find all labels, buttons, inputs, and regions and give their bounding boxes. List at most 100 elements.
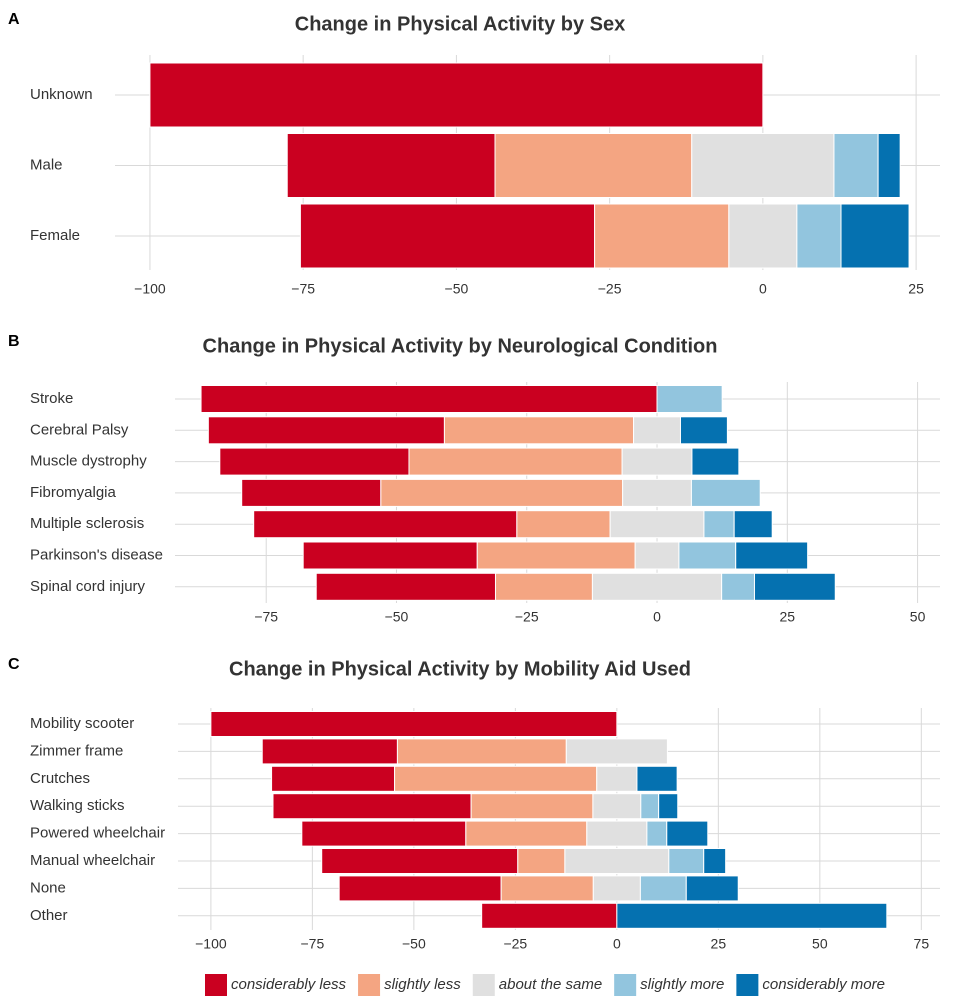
bar-segment: [321, 848, 519, 874]
bar-segment: [516, 510, 611, 539]
bar-segment: [517, 848, 566, 874]
bar-segment: [394, 765, 598, 792]
bar-segment: [840, 203, 910, 269]
bar-segment: [494, 133, 693, 198]
x-tick-label: 0: [613, 936, 621, 952]
x-tick-label: 25: [908, 281, 924, 297]
bar-segment: [565, 738, 668, 765]
bar-segment: [272, 793, 472, 820]
category-label: Stroke: [30, 390, 73, 407]
category-label: Male: [30, 156, 63, 173]
panel-letter: B: [8, 333, 20, 350]
bar-segment: [470, 793, 594, 820]
bar-segment: [728, 203, 798, 269]
bar-segment: [271, 765, 396, 792]
bar-segment: [465, 820, 588, 847]
bar-segment: [656, 385, 723, 413]
category-label: Multiple sclerosis: [30, 515, 144, 532]
bar-segment: [640, 793, 660, 820]
bar-segment: [500, 875, 594, 902]
bar-segment: [703, 848, 727, 874]
bar-segment: [658, 793, 679, 820]
bar-segment: [691, 133, 835, 198]
x-tick-label: −50: [385, 609, 409, 625]
bar-segment: [443, 416, 635, 445]
bar-segment: [735, 541, 809, 570]
category-label: Manual wheelchair: [30, 852, 155, 869]
category-label: Unknown: [30, 86, 93, 103]
bar-segment: [690, 478, 761, 507]
bar-segment: [396, 738, 567, 765]
category-label: Parkinson's disease: [30, 546, 163, 563]
category-label: None: [30, 879, 66, 896]
x-tick-label: 25: [780, 609, 796, 625]
x-tick-label: −25: [503, 936, 527, 952]
bar-segment: [621, 447, 693, 476]
x-tick-label: −75: [291, 281, 315, 297]
chart-title: Change in Physical Activity by Sex: [295, 13, 626, 35]
category-label: Cerebral Palsy: [30, 421, 129, 438]
bar-segment: [646, 820, 668, 847]
bar-segment: [877, 133, 901, 198]
chart-title: Change in Physical Activity by Neurologi…: [203, 335, 718, 357]
bar-segment: [596, 765, 638, 792]
bar-segment: [315, 572, 496, 601]
bar-segment: [633, 416, 681, 445]
x-tick-label: 0: [759, 281, 767, 297]
x-tick-label: 50: [910, 609, 926, 625]
x-tick-label: −25: [515, 609, 539, 625]
legend-label: about the same: [499, 976, 602, 993]
bar-segment: [668, 848, 705, 874]
x-tick-label: −50: [445, 281, 469, 297]
legend-swatch: [472, 974, 495, 996]
bar-segment: [149, 62, 764, 128]
x-tick-label: −100: [134, 281, 166, 297]
category-label: Fibromyalgia: [30, 484, 117, 501]
category-label: Powered wheelchair: [30, 825, 165, 842]
bar-segment: [591, 572, 723, 601]
bar-segment: [592, 793, 642, 820]
legend-label: considerably more: [762, 976, 885, 993]
bar-segment: [833, 133, 879, 198]
x-tick-label: 0: [653, 609, 661, 625]
legend-swatch: [736, 974, 759, 996]
category-label: Other: [30, 907, 68, 924]
bar-segment: [685, 875, 739, 902]
x-tick-label: −50: [402, 936, 426, 952]
panel-letter: A: [8, 11, 20, 28]
category-label: Walking sticks: [30, 797, 124, 814]
bar-segment: [564, 848, 670, 874]
legend-label: considerably less: [231, 976, 347, 993]
category-label: Female: [30, 227, 80, 244]
bar-segment: [678, 541, 737, 570]
x-tick-label: 50: [812, 936, 828, 952]
legend-swatch: [358, 974, 381, 996]
x-tick-label: −75: [254, 609, 278, 625]
bar-segment: [207, 416, 445, 445]
bar-segment: [219, 447, 410, 476]
bar-segment: [592, 875, 641, 902]
category-label: Zimmer frame: [30, 742, 123, 759]
bar-segment: [408, 447, 623, 476]
bar-segment: [380, 478, 624, 507]
bar-segment: [609, 510, 705, 539]
category-label: Crutches: [30, 770, 90, 787]
bar-segment: [634, 541, 680, 570]
bar-segment: [253, 510, 518, 539]
bar-segment: [721, 572, 755, 601]
x-tick-label: −75: [301, 936, 325, 952]
bar-segment: [241, 478, 382, 507]
bar-segment: [679, 416, 728, 445]
x-tick-label: −25: [598, 281, 622, 297]
bar-segment: [636, 765, 678, 792]
bar-segment: [666, 820, 709, 847]
bar-segment: [796, 203, 842, 269]
x-tick-label: −100: [195, 936, 227, 952]
bar-segment: [200, 385, 658, 413]
category-label: Mobility scooter: [30, 715, 134, 732]
bar-segment: [594, 203, 730, 269]
bar-segment: [494, 572, 593, 601]
bar-segment: [302, 541, 478, 570]
category-label: Spinal cord injury: [30, 578, 146, 595]
legend-swatch: [614, 974, 637, 996]
